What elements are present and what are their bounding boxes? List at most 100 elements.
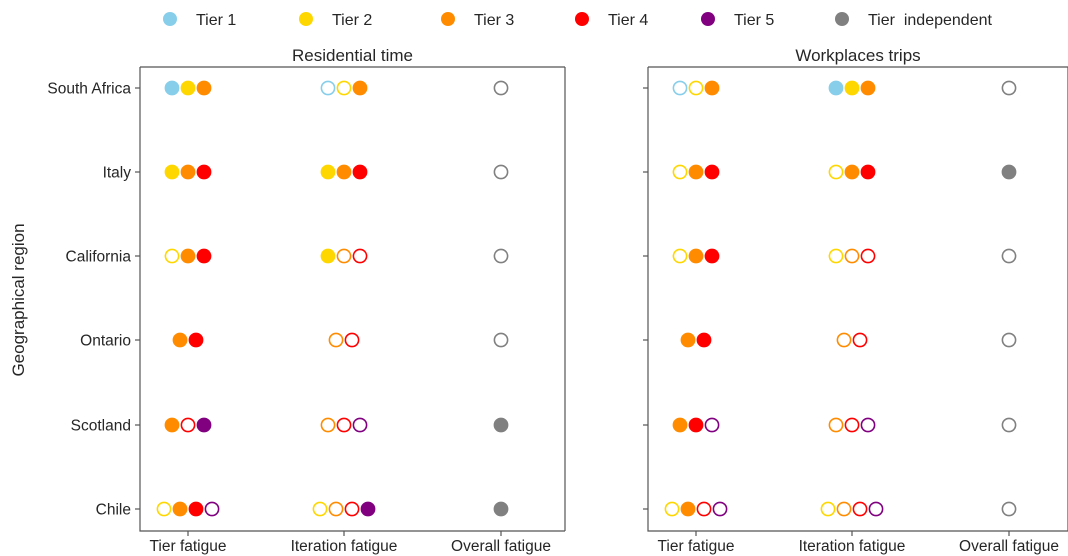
marker-california-overall-hollow <box>493 248 509 264</box>
marker-italy-iteration-fatigue-tier-2-hollow <box>828 164 844 180</box>
marker-scotland-overall-hollow <box>1001 417 1017 433</box>
marker-ontario-iteration-fatigue-tier-3-hollow <box>328 332 344 348</box>
y-tick-label-scotland: Scotland <box>71 418 131 435</box>
marker-chile-iteration-fatigue-tier-2-hollow <box>312 501 328 517</box>
marker-south-africa-tier-fatigue-tier-2-hollow <box>688 80 704 96</box>
marker-chile-iteration-fatigue-tier-5-filled <box>360 501 376 517</box>
marker-south-africa-iteration-fatigue-tier-1-filled <box>828 80 844 96</box>
marker-california-tier-fatigue-tier-2-hollow <box>164 248 180 264</box>
marker-chile-iteration-fatigue-tier-3-hollow <box>328 501 344 517</box>
x-tick-label-tier-fatigue: Tier fatigue <box>658 538 735 555</box>
panel-title: Residential time <box>292 46 413 65</box>
marker-ontario-iteration-fatigue-tier-4-hollow <box>344 332 360 348</box>
marker-italy-iteration-fatigue-tier-4-filled <box>352 164 368 180</box>
legend-label-tier-independent: Tier independent <box>868 12 992 29</box>
y-tick-label-chile: Chile <box>96 502 131 519</box>
marker-california-iteration-fatigue-tier-4-hollow <box>352 248 368 264</box>
marker-chile-tier-fatigue-tier-2-hollow <box>156 501 172 517</box>
marker-ontario-tier-fatigue-tier-3-filled <box>172 332 188 348</box>
marker-ontario-iteration-fatigue-tier-4-hollow <box>852 332 868 348</box>
marker-chile-tier-fatigue-tier-5-hollow <box>204 501 220 517</box>
marker-scotland-iteration-fatigue-tier-4-hollow <box>336 417 352 433</box>
legend-label-tier-4: Tier 4 <box>608 12 648 29</box>
panel-frame <box>139 66 566 532</box>
marker-scotland-iteration-fatigue-tier-4-hollow <box>844 417 860 433</box>
marker-italy-tier-fatigue-tier-4-filled <box>704 164 720 180</box>
legend-marker-tier-4 <box>575 12 589 26</box>
marker-california-iteration-fatigue-tier-4-hollow <box>860 248 876 264</box>
marker-scotland-tier-fatigue-tier-4-filled <box>688 417 704 433</box>
marker-south-africa-tier-fatigue-tier-3-filled <box>196 80 212 96</box>
marker-california-iteration-fatigue-tier-3-hollow <box>844 248 860 264</box>
marker-california-tier-fatigue-tier-3-filled <box>688 248 704 264</box>
y-tick-label-italy: Italy <box>103 165 132 182</box>
marker-chile-tier-fatigue-tier-2-hollow <box>664 501 680 517</box>
marker-italy-iteration-fatigue-tier-4-filled <box>860 164 876 180</box>
marker-south-africa-tier-fatigue-tier-1-hollow <box>672 80 688 96</box>
marker-scotland-iteration-fatigue-tier-3-hollow <box>828 417 844 433</box>
x-tick-label-iteration-fatigue: Iteration fatigue <box>291 538 398 555</box>
y-axis-label: Geographical region <box>9 223 28 376</box>
panel-title: Workplaces trips <box>795 46 920 65</box>
marker-scotland-iteration-fatigue-tier-5-hollow <box>860 417 876 433</box>
marker-chile-overall-filled <box>493 501 509 517</box>
marker-south-africa-iteration-fatigue-tier-3-filled <box>352 80 368 96</box>
legend-label-tier-2: Tier 2 <box>332 12 372 29</box>
marker-south-africa-iteration-fatigue-tier-2-hollow <box>336 80 352 96</box>
marker-california-tier-fatigue-tier-2-hollow <box>672 248 688 264</box>
marker-chile-tier-fatigue-tier-3-filled <box>680 501 696 517</box>
legend-label-tier-1: Tier 1 <box>196 12 236 29</box>
legend-marker-tier-3 <box>441 12 455 26</box>
y-tick-label-south-africa: South Africa <box>47 81 131 98</box>
marker-italy-tier-fatigue-tier-3-filled <box>688 164 704 180</box>
marker-italy-iteration-fatigue-tier-2-filled <box>320 164 336 180</box>
marker-ontario-overall-hollow <box>493 332 509 348</box>
marker-scotland-tier-fatigue-tier-4-hollow <box>180 417 196 433</box>
marker-scotland-overall-filled <box>493 417 509 433</box>
x-tick-label-overall-fatigue: Overall fatigue <box>959 538 1059 555</box>
marker-california-tier-fatigue-tier-4-filled <box>196 248 212 264</box>
marker-south-africa-tier-fatigue-tier-3-filled <box>704 80 720 96</box>
marker-italy-overall-filled <box>1001 164 1017 180</box>
marker-ontario-tier-fatigue-tier-4-filled <box>188 332 204 348</box>
marker-california-iteration-fatigue-tier-3-hollow <box>336 248 352 264</box>
marker-scotland-tier-fatigue-tier-5-filled <box>196 417 212 433</box>
marker-ontario-overall-hollow <box>1001 332 1017 348</box>
chart-panels: Residential time Tier fatigue Iteration fa… <box>47 46 1068 555</box>
marker-south-africa-iteration-fatigue-tier-2-filled <box>844 80 860 96</box>
marker-chile-tier-fatigue-tier-4-hollow <box>696 501 712 517</box>
marker-scotland-tier-fatigue-tier-3-filled <box>164 417 180 433</box>
marker-italy-iteration-fatigue-tier-3-filled <box>336 164 352 180</box>
marker-california-tier-fatigue-tier-3-filled <box>180 248 196 264</box>
y-tick-label-california: California <box>66 249 132 266</box>
panel-workplaces-trips: Workplaces trips Tier fatigue Iteration fa… <box>643 46 1068 555</box>
marker-ontario-tier-fatigue-tier-4-filled <box>696 332 712 348</box>
marker-italy-iteration-fatigue-tier-3-filled <box>844 164 860 180</box>
marker-italy-tier-fatigue-tier-2-filled <box>164 164 180 180</box>
marker-south-africa-iteration-fatigue-tier-3-filled <box>860 80 876 96</box>
marker-california-tier-fatigue-tier-4-filled <box>704 248 720 264</box>
marker-scotland-tier-fatigue-tier-5-hollow <box>704 417 720 433</box>
marker-chile-iteration-fatigue-tier-4-hollow <box>344 501 360 517</box>
marker-scotland-tier-fatigue-tier-3-filled <box>672 417 688 433</box>
marker-italy-tier-fatigue-tier-2-hollow <box>672 164 688 180</box>
marker-ontario-tier-fatigue-tier-3-filled <box>680 332 696 348</box>
legend-marker-tier-independent <box>835 12 849 26</box>
marker-south-africa-iteration-fatigue-tier-1-hollow <box>320 80 336 96</box>
marker-california-overall-hollow <box>1001 248 1017 264</box>
marker-south-africa-tier-fatigue-tier-2-filled <box>180 80 196 96</box>
marker-chile-iteration-fatigue-tier-4-hollow <box>852 501 868 517</box>
marker-ontario-iteration-fatigue-tier-3-hollow <box>836 332 852 348</box>
y-tick-label-ontario: Ontario <box>80 333 131 350</box>
x-tick-label-tier-fatigue: Tier fatigue <box>150 538 227 555</box>
x-tick-label-overall-fatigue: Overall fatigue <box>451 538 551 555</box>
legend-marker-tier-1 <box>163 12 177 26</box>
marker-california-iteration-fatigue-tier-2-filled <box>320 248 336 264</box>
marker-scotland-iteration-fatigue-tier-5-hollow <box>352 417 368 433</box>
legend-marker-tier-2 <box>299 12 313 26</box>
marker-italy-tier-fatigue-tier-4-filled <box>196 164 212 180</box>
marker-chile-iteration-fatigue-tier-3-hollow <box>836 501 852 517</box>
x-tick-label-iteration-fatigue: Iteration fatigue <box>799 538 906 555</box>
marker-chile-tier-fatigue-tier-3-filled <box>172 501 188 517</box>
